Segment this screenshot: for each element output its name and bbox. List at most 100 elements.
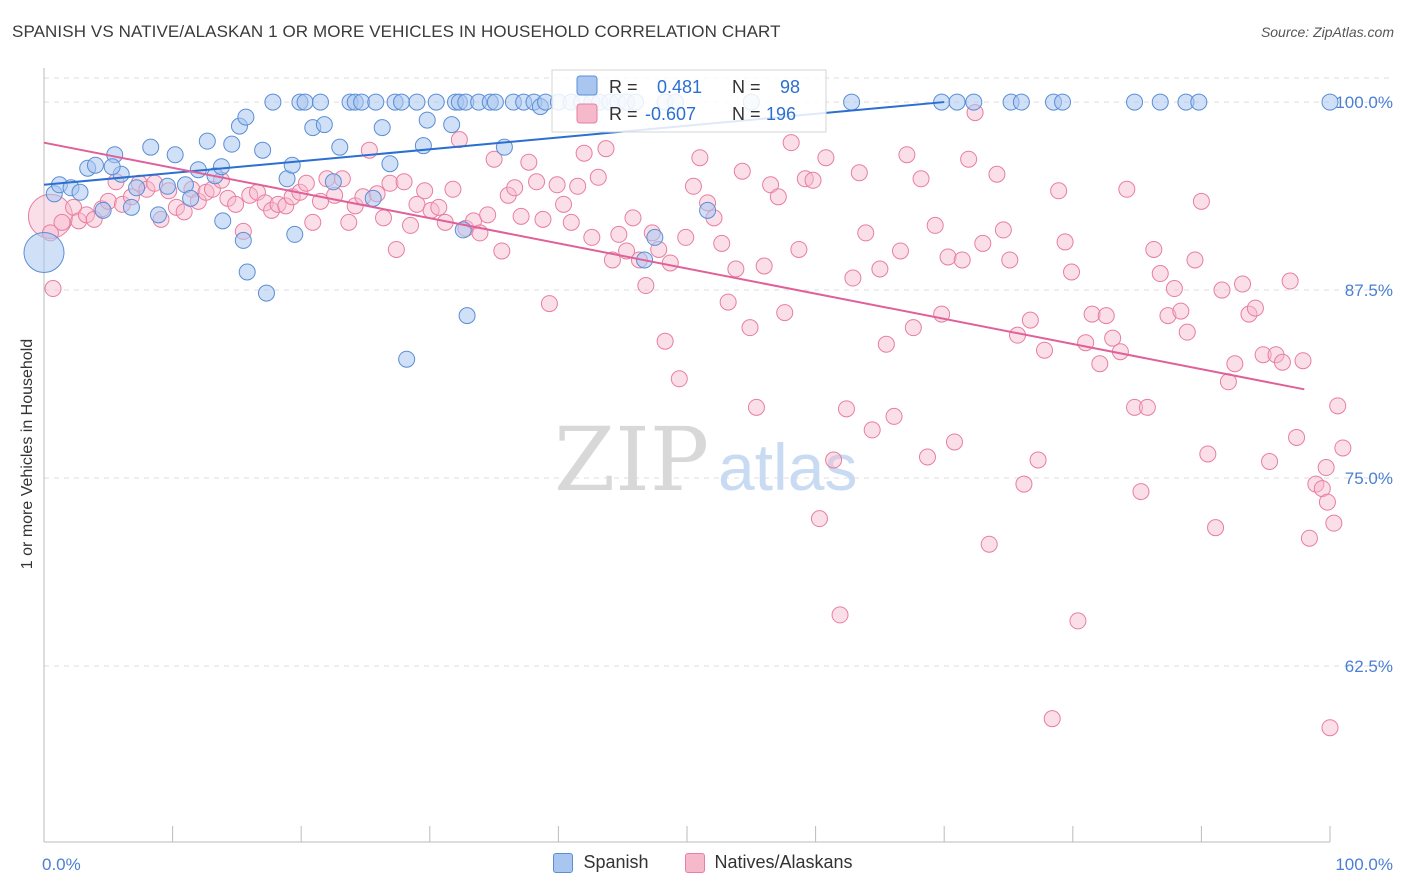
native-point (1199, 445, 1217, 463)
y-tick-label: 75.0% (1345, 469, 1393, 488)
spanish-point (353, 93, 371, 111)
native-point (1294, 352, 1312, 370)
native-point (555, 195, 573, 213)
native-point (1159, 307, 1177, 325)
native-point (1063, 263, 1081, 281)
native-point (831, 606, 849, 624)
native-point (1329, 397, 1347, 415)
spanish-point (1012, 93, 1030, 111)
legend-item-spanish: Spanish (553, 852, 649, 873)
legend-swatch-natives (576, 103, 598, 124)
spanish-point (458, 307, 476, 325)
native-point (528, 173, 546, 191)
native-point (1240, 305, 1258, 323)
native-point (988, 165, 1006, 183)
native-point (1138, 398, 1156, 416)
native-point (1104, 329, 1122, 347)
native-point (479, 206, 497, 224)
spanish-point (142, 138, 160, 156)
spanish-point (324, 173, 342, 191)
native-point (891, 242, 909, 260)
native-point (227, 195, 245, 213)
native-point (624, 209, 642, 227)
native-point (381, 174, 399, 192)
native-point (485, 150, 503, 168)
native-point (733, 162, 751, 180)
native-point (885, 407, 903, 425)
native-point (1192, 192, 1210, 210)
native-point (1261, 453, 1279, 471)
spanish-point (373, 119, 391, 137)
x-tick-label-min: 0.0% (42, 855, 81, 874)
spanish-point (286, 225, 304, 243)
native-point (1288, 428, 1306, 446)
legend-r-label-spanish: R = (609, 77, 638, 97)
native-point (850, 164, 868, 182)
spanish-point (283, 156, 301, 174)
native-point (444, 180, 462, 198)
native-point (548, 176, 566, 194)
native-point (1145, 240, 1163, 258)
native-point (277, 197, 295, 215)
native-point (677, 228, 695, 246)
spanish-point (198, 132, 216, 150)
native-point (661, 254, 679, 272)
native-point (395, 173, 413, 191)
native-point (747, 398, 765, 416)
native-point (776, 304, 794, 322)
y-tick-label: 87.5% (1345, 281, 1393, 300)
spanish-point (443, 116, 461, 134)
native-point (637, 277, 655, 295)
spanish-point (296, 93, 314, 111)
native-point (450, 131, 468, 149)
native-point (912, 170, 930, 188)
watermark: ZIP atlas (554, 408, 857, 511)
native-point (1334, 439, 1352, 457)
native-point (387, 240, 405, 258)
native-point (1001, 251, 1019, 269)
spanish-point (254, 141, 272, 159)
native-point (1300, 529, 1318, 547)
native-point (994, 221, 1012, 239)
native-point (790, 240, 808, 258)
native-point (939, 248, 957, 266)
watermark-zip: ZIP (554, 408, 709, 511)
tick-labels: 62.5% 75.0% 87.5% 100.0% 0.0% 100.0% (42, 93, 1393, 874)
native-point (1118, 180, 1136, 198)
native-point (1325, 514, 1343, 532)
spanish-point (257, 284, 275, 302)
native-point (741, 319, 759, 337)
native-point (769, 188, 787, 206)
native-point (810, 510, 828, 528)
spanish-point (234, 231, 252, 249)
native-point (1083, 305, 1101, 323)
native-point (534, 210, 552, 228)
spanish-point (214, 212, 232, 230)
spanish-point (418, 111, 436, 129)
native-point (610, 225, 628, 243)
spanish-point (86, 156, 104, 174)
native-point (589, 168, 607, 186)
spanish-point (393, 93, 411, 111)
native-point (844, 269, 862, 287)
native-point (493, 242, 511, 260)
native-point (684, 177, 702, 195)
spanish-point (238, 263, 256, 281)
spanish-point (311, 93, 329, 111)
legend-r-value-natives: -0.607 (645, 104, 696, 124)
spanish-point (1321, 93, 1339, 111)
native-point (597, 140, 615, 158)
native-point (825, 451, 843, 469)
native-point (863, 421, 881, 439)
native-point (904, 319, 922, 337)
spanish-point (1190, 93, 1208, 111)
native-point (691, 149, 709, 167)
native-point (727, 260, 745, 278)
spanish-point (182, 189, 200, 207)
native-point (1069, 612, 1087, 630)
chart-title: SPANISH VS NATIVE/ALASKAN 1 OR MORE VEHI… (12, 22, 781, 41)
native-point (1132, 483, 1150, 501)
spanish-point (408, 93, 426, 111)
native-point (871, 260, 889, 278)
